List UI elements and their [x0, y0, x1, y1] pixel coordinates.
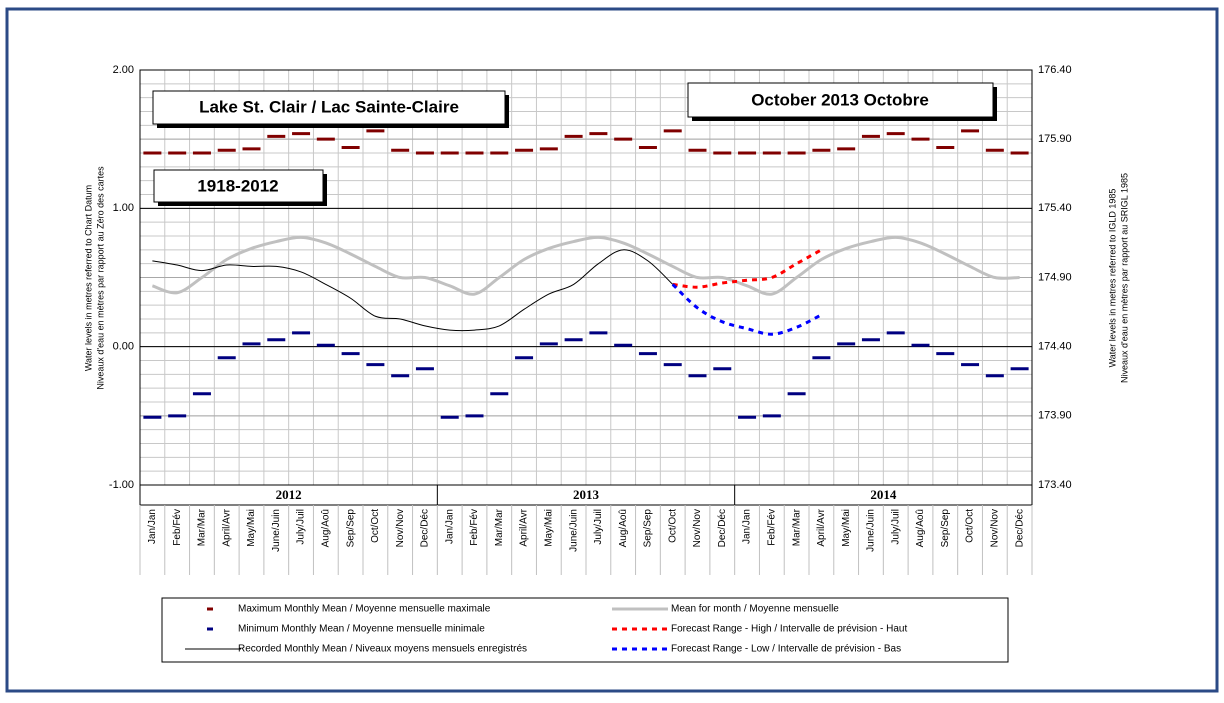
- y-axis-title: Niveaux d'eau en mètres par rapport au Z…: [95, 166, 105, 390]
- x-tick-label: Oct/Oct: [370, 509, 381, 543]
- x-tick-label: Mar/Mar: [197, 508, 208, 546]
- x-tick-label: Dec/Déc: [420, 509, 431, 547]
- x-tick-label: Nov/Nov: [989, 509, 1000, 547]
- x-tick-label: Aug/Aoû: [915, 509, 926, 547]
- x-tick-label: Oct/Oct: [667, 509, 678, 543]
- x-tick-label: Jan/Jan: [444, 509, 455, 544]
- period-box: [153, 169, 324, 203]
- x-tick-label: Oct/Oct: [965, 509, 976, 543]
- series-line: [152, 249, 674, 332]
- x-tick-label: April/Avr: [816, 508, 827, 546]
- y2-tick-label: 175.40: [1038, 202, 1072, 214]
- x-tick-label: Feb/Fév: [469, 509, 480, 546]
- x-tick-label: Sep/Sep: [643, 509, 654, 548]
- x-tick-label: May/Mai: [841, 509, 852, 547]
- x-tick-label: May/Mai: [543, 509, 554, 547]
- legend-label: Mean for month / Moyenne mensuelle: [671, 604, 839, 615]
- x-tick-label: Sep/Sep: [940, 509, 951, 548]
- legend-label: Forecast Range - High / Intervalle de pr…: [671, 624, 907, 635]
- y2-tick-label: 173.90: [1038, 410, 1072, 422]
- y-tick-label: 1.00: [113, 202, 134, 214]
- series-line: [672, 248, 823, 289]
- x-tick-label: July/Juil: [593, 509, 604, 545]
- legend-label: Maximum Monthly Mean / Moyenne mensuelle…: [238, 604, 491, 615]
- subtitle-box: [687, 82, 994, 118]
- x-tick-label: Dec/Déc: [717, 509, 728, 547]
- chart-title: Lake St. Clair / Lac Sainte-Claire: [199, 97, 459, 116]
- year-label: 2013: [573, 487, 600, 502]
- y2-tick-label: 175.90: [1038, 133, 1072, 145]
- y-axis-title: Water levels in metres referred to Chart…: [83, 185, 93, 371]
- x-tick-label: Sep/Sep: [345, 509, 356, 548]
- x-tick-label: Dec/Déc: [1014, 509, 1025, 547]
- y-tick-label: 2.00: [113, 64, 134, 76]
- x-tick-label: May/Mai: [246, 509, 257, 547]
- legend-label: Recorded Monthly Mean / Niveaux moyens m…: [238, 644, 527, 655]
- chart-subtitle: October 2013 Octobre: [751, 90, 929, 109]
- year-label: 2012: [276, 487, 302, 502]
- x-tick-label: June/Juin: [866, 509, 877, 552]
- x-tick-label: June/Juin: [568, 509, 579, 552]
- x-tick-label: Nov/Nov: [395, 509, 406, 547]
- x-tick-label: June/Juin: [271, 509, 282, 552]
- marks: [143, 129, 1029, 419]
- overlay: Lake St. Clair / Lac Sainte-Claire Octob…: [152, 82, 997, 206]
- x-tick-label: Aug/Aoû: [618, 509, 629, 547]
- legend-label: Minimum Monthly Mean / Moyenne mensuelle…: [238, 624, 485, 635]
- x-tick-label: Mar/Mar: [494, 508, 505, 546]
- x-tick-label: April/Avr: [519, 508, 530, 546]
- series-line: [671, 283, 823, 336]
- x-tick-label: Mar/Mar: [791, 508, 802, 546]
- x-tick-label: Jan/Jan: [742, 509, 753, 544]
- y2-tick-label: 174.40: [1038, 341, 1072, 353]
- x-tick-label: April/Avr: [221, 508, 232, 546]
- x-tick-label: Feb/Fév: [766, 509, 777, 546]
- y2-tick-label: 176.40: [1038, 64, 1072, 76]
- y-tick-label: -1.00: [109, 479, 134, 491]
- title-box: [152, 90, 506, 125]
- x-tick-label: Jan/Jan: [147, 509, 158, 544]
- y-tick-label: 0.00: [113, 341, 134, 353]
- series-line: [151, 235, 1020, 296]
- legend-label: Forecast Range - Low / Intervalle de pré…: [671, 644, 901, 655]
- y2-tick-label: 174.90: [1038, 271, 1072, 283]
- x-tick-label: Aug/Aoû: [320, 509, 331, 547]
- period: 1918-2012: [197, 176, 278, 195]
- y2-axis-title: Niveaux d'eau en mètres par rapport au S…: [1119, 173, 1129, 383]
- x-tick-label: July/Juil: [890, 509, 901, 545]
- y2-tick-label: 173.40: [1038, 479, 1072, 491]
- x-tick-label: July/Juil: [296, 509, 307, 545]
- y2-axis-title: Water levels in metres referred to IGLD …: [1107, 189, 1117, 368]
- year-label: 2014: [870, 487, 897, 502]
- legend: [161, 597, 1009, 663]
- x-tick-label: Nov/Nov: [692, 509, 703, 547]
- x-tick-label: Feb/Fév: [172, 509, 183, 546]
